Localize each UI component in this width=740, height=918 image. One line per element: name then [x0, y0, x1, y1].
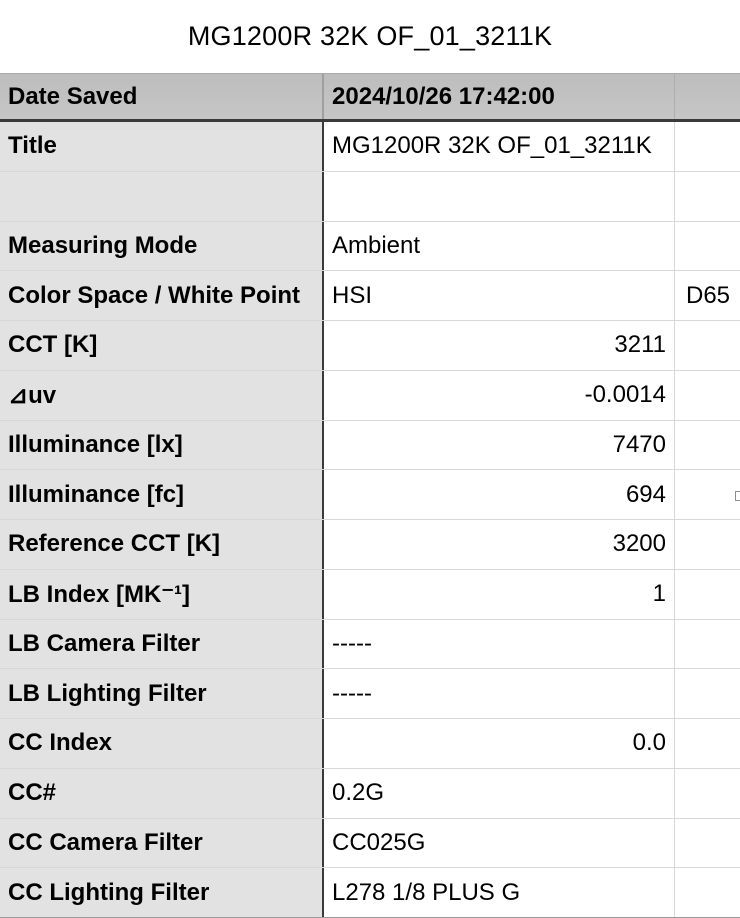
- row-unit: [675, 570, 740, 619]
- table-row: LB Index [MK⁻¹] 1: [0, 569, 740, 620]
- row-label: CC#: [0, 768, 324, 818]
- row-label: ⊿uv: [0, 370, 324, 420]
- row-value: 3200: [324, 520, 675, 569]
- row-label: Title: [0, 122, 324, 171]
- header-value: 2024/10/26 17:42:00: [324, 74, 675, 119]
- header-label: Date Saved: [0, 74, 324, 119]
- row-value: CC025G: [324, 818, 675, 868]
- table-row: Illuminance [lx] 7470: [0, 420, 740, 471]
- row-value: HSI: [324, 271, 675, 320]
- table-row: LB Camera Filter -----: [0, 619, 740, 670]
- row-value: -0.0014: [324, 370, 675, 420]
- row-unit: [675, 172, 740, 221]
- row-label: Measuring Mode: [0, 221, 324, 271]
- row-unit: [675, 719, 740, 768]
- row-value: 0.2G: [324, 768, 675, 818]
- row-label: LB Index [MK⁻¹]: [0, 569, 324, 619]
- row-value: -----: [324, 619, 675, 669]
- row-label: CCT [K]: [0, 321, 324, 370]
- row-unit: [675, 421, 740, 470]
- table-row: LB Lighting Filter -----: [0, 669, 740, 719]
- row-label: Illuminance [lx]: [0, 420, 324, 470]
- table-row: Reference CCT [K] 3200: [0, 520, 740, 570]
- row-label: Illuminance [fc]: [0, 470, 324, 519]
- row-value: Ambient: [324, 221, 675, 271]
- row-unit: [675, 868, 740, 917]
- table-row: ⊿uv -0.0014: [0, 370, 740, 421]
- row-unit: [675, 669, 740, 718]
- header-unit: [675, 74, 740, 119]
- table-row: Measuring Mode Ambient: [0, 221, 740, 272]
- measurement-table: Date Saved 2024/10/26 17:42:00 Title MG12…: [0, 73, 740, 918]
- table-row: CC# 0.2G: [0, 768, 740, 819]
- row-unit: [675, 321, 740, 370]
- table-header-row: Date Saved 2024/10/26 17:42:00: [0, 73, 740, 122]
- row-label: [0, 171, 324, 221]
- row-value: [324, 171, 675, 221]
- page-title: MG1200R 32K OF_01_3211K: [187, 21, 553, 51]
- table-row: CC Index 0.0: [0, 719, 740, 769]
- row-label: CC Camera Filter: [0, 818, 324, 868]
- row-unit: [675, 470, 740, 519]
- row-unit: [675, 819, 740, 868]
- table-row: CC Lighting Filter L278 1/8 PLUS G: [0, 868, 740, 918]
- row-value: -----: [324, 669, 675, 718]
- row-unit: [675, 222, 740, 271]
- table-row: [0, 171, 740, 222]
- row-value: 694: [324, 470, 675, 519]
- row-unit: D65: [686, 281, 731, 309]
- row-value: 7470: [324, 420, 675, 470]
- row-label: Color Space / White Point: [0, 271, 324, 320]
- table-row: Color Space / White Point HSI D65: [0, 271, 740, 321]
- row-label: Reference CCT [K]: [0, 520, 324, 569]
- row-unit: [675, 122, 740, 171]
- row-label: CC Lighting Filter: [0, 868, 324, 917]
- row-value: 1: [324, 569, 675, 619]
- row-unit: [675, 769, 740, 818]
- row-unit: [675, 371, 740, 420]
- row-value: L278 1/8 PLUS G: [324, 868, 675, 917]
- row-value: MG1200R 32K OF_01_3211K: [324, 122, 675, 171]
- row-label: CC Index: [0, 719, 324, 768]
- row-value: 0.0: [324, 719, 675, 768]
- table-row: Illuminance [fc] 694: [0, 470, 740, 520]
- row-label: LB Camera Filter: [0, 619, 324, 669]
- table-row: CC Camera Filter CC025G: [0, 818, 740, 869]
- table-row: CCT [K] 3211: [0, 321, 740, 371]
- row-unit: [675, 620, 740, 669]
- clipped-square-icon: [735, 491, 740, 501]
- table-body: Title MG1200R 32K OF_01_3211K Measuring Mo…: [0, 122, 740, 918]
- row-unit: [675, 520, 740, 569]
- row-value: 3211: [324, 321, 675, 370]
- row-label: LB Lighting Filter: [0, 669, 324, 718]
- table-row: Title MG1200R 32K OF_01_3211K: [0, 122, 740, 172]
